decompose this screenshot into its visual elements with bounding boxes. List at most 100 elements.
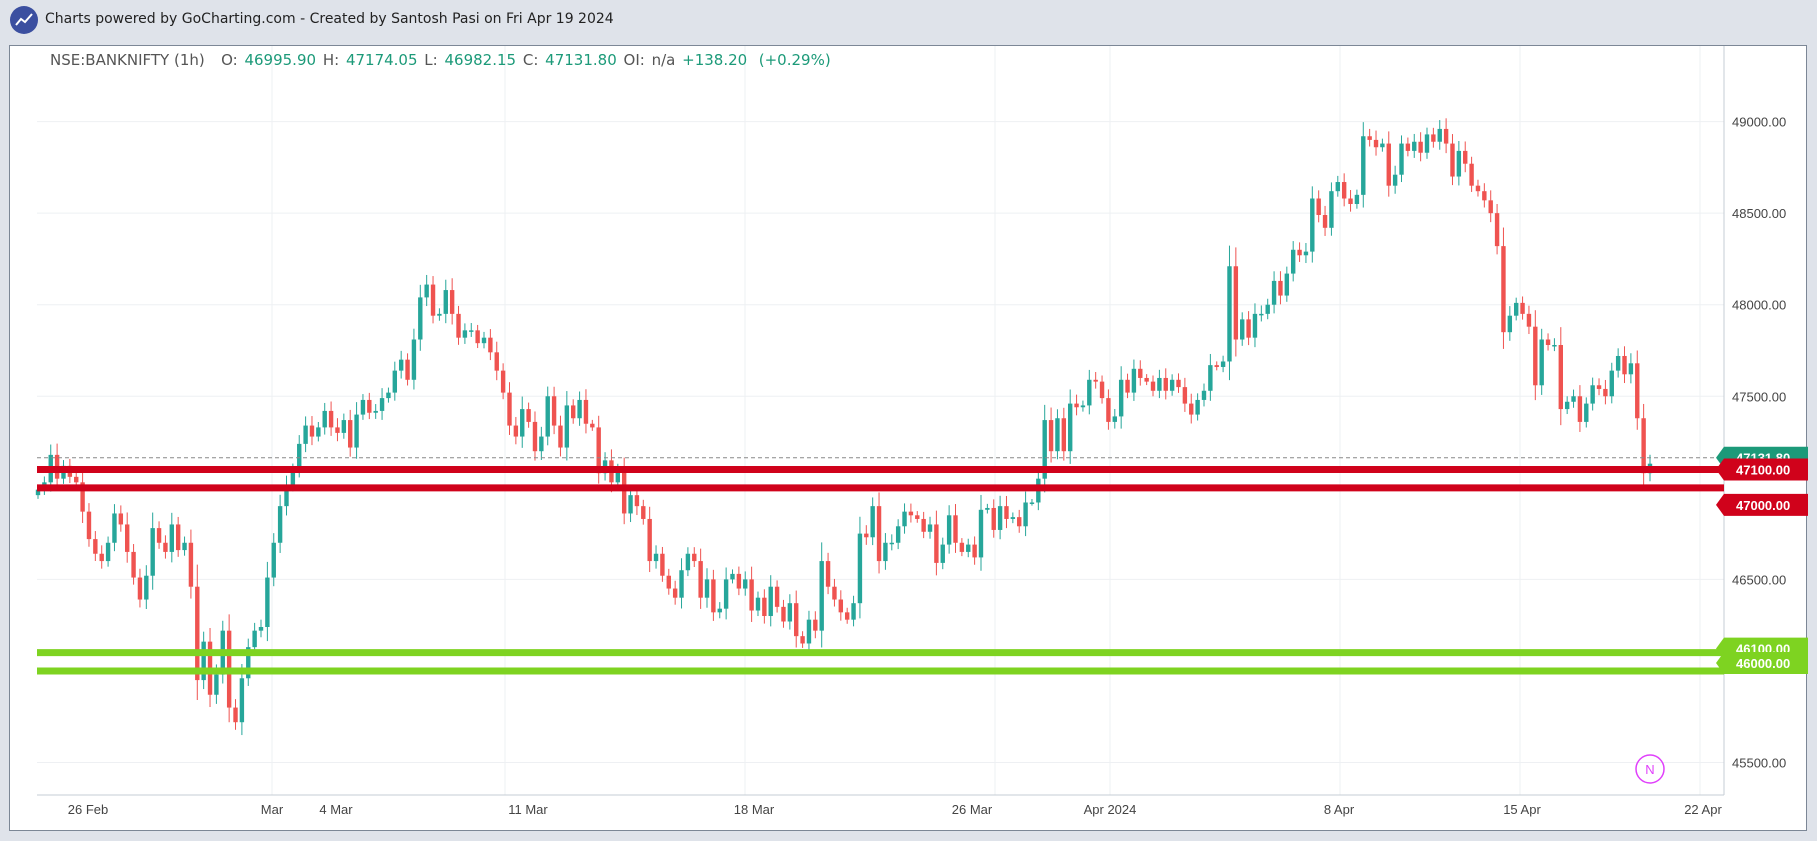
candle-body [1138,368,1143,378]
candle-body [1118,379,1124,417]
time-axis[interactable]: 26 Feb Mar 4 Mar 11 Mar 18 Mar 26 Mar Apr 2024… [68,802,1723,817]
candle-body [1348,198,1353,205]
support-badge-text: 46000.00 [1736,656,1790,671]
candle-body [462,330,468,338]
candle-body [532,421,538,452]
x-tick-label: 15 Apr [1503,802,1541,817]
candle-body [953,515,958,543]
candle-body [1265,304,1270,314]
candle-body [1252,313,1258,338]
price-axis[interactable]: 49000.00 48500.00 48000.00 47500.00 46500.00… [1732,115,1786,771]
candle-body [131,551,136,578]
x-tick-label: 4 Mar [319,802,353,817]
candle-body [934,524,939,563]
candle-body [711,579,716,613]
x-tick-label: 26 Feb [68,802,108,817]
candle-body [386,392,391,399]
candle-body [507,392,512,426]
candle-body [1214,365,1219,367]
close-label: C: [522,51,539,69]
candle-body [398,359,404,371]
candle-body [494,352,499,371]
candle-body [1603,388,1608,397]
candle-body [1271,280,1277,305]
candle-body [1392,174,1398,186]
candle-body [1469,163,1474,186]
high-label: H: [322,51,340,69]
candle-body [1418,141,1423,153]
candle-body [1456,150,1462,177]
candle-body [316,427,321,437]
candle-body [341,420,347,433]
candle-body [736,573,742,589]
candle-body [1584,403,1589,422]
candle-body [424,284,429,298]
candle-body [1080,405,1086,408]
candle-body [93,539,98,554]
news-marker-icon[interactable]: N [1635,754,1665,784]
candle-body [1424,134,1430,153]
candle-body [1367,136,1372,140]
candle-body [1450,143,1455,177]
candle-body [539,436,544,452]
chart-frame[interactable] [9,45,1807,831]
y-tick-label: 47500.00 [1732,389,1786,404]
candle-body [137,577,143,600]
candle-body [1284,273,1290,296]
candle-body [112,513,117,543]
candle-body [475,330,480,344]
candle-body [1125,379,1130,393]
candle-body [1303,251,1309,256]
candle-body [978,509,984,558]
candle-body [832,586,837,600]
candle-body [577,399,582,419]
candle-body [233,707,238,723]
candle-body [405,359,410,380]
close-value: 47131.80 [545,51,617,69]
candle-body [800,636,805,644]
candle-body [309,425,315,437]
candle-body [749,579,754,611]
candle-body [1093,379,1098,382]
candle-body [1558,344,1563,410]
candle-body [411,339,417,380]
candle-body [723,579,729,609]
chart-credit: Charts powered by GoCharting.com - Creat… [45,11,614,27]
candle-body [1182,387,1188,404]
candle-body [1577,396,1583,422]
candle-body [838,599,844,613]
candle-body [1017,517,1022,527]
oi-label: OI: [623,51,645,69]
candle-body [653,553,659,562]
y-tick-label: 48000.00 [1732,298,1786,313]
candle-body [940,544,945,563]
candle-body [99,553,104,562]
candle-body [889,542,894,545]
level-lines [37,466,1724,675]
candle-body [1494,213,1500,247]
candle-body [596,427,601,474]
candle-body [437,313,442,316]
candle-body [1074,403,1079,408]
candle-body [730,573,735,580]
candle-body [762,597,767,617]
resistance-badge: 47100.00 [1716,458,1808,481]
candle-body [1628,363,1634,375]
open-label: O: [221,51,238,69]
candle-body [1023,502,1028,527]
candle-body [825,561,831,587]
candle-body [1513,302,1519,316]
candle-body [526,409,531,422]
candle-body [1463,150,1468,164]
candle-body [1010,517,1016,519]
candle-body [1380,143,1385,148]
resistance-badge-shape [1716,493,1808,516]
news-marker-text: N [1645,762,1654,777]
low-value: 46982.15 [444,51,517,69]
candle-body [1615,355,1621,371]
candle-body [156,528,162,543]
candle-body [163,542,168,552]
candle-body [966,544,971,552]
candle-body [743,579,748,589]
